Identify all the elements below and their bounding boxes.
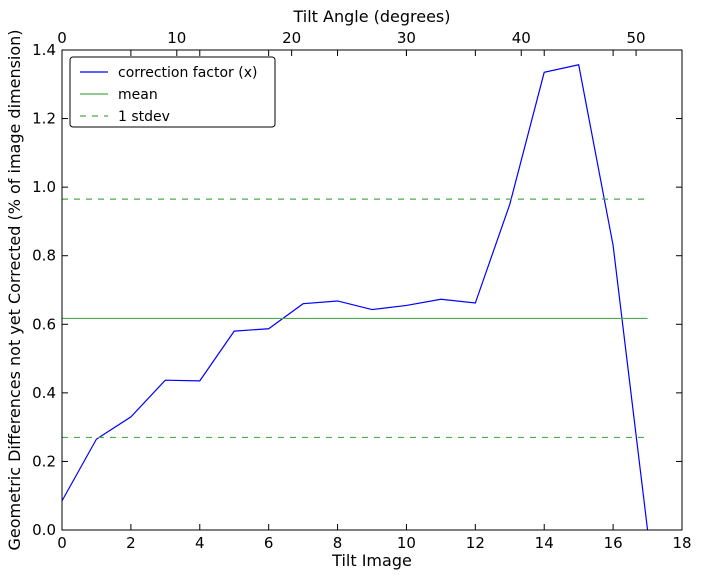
top-x-tick-label: 40: [512, 29, 531, 47]
y-tick-label: 0.4: [32, 384, 56, 402]
x-axis-label: Tilt Image: [331, 551, 412, 570]
x-tick-label: 10: [397, 534, 416, 552]
top-x-tick-label: 20: [282, 29, 301, 47]
legend-label-1: mean: [118, 87, 158, 103]
series-line-0: [61, 64, 649, 531]
plot-frame: [61, 49, 683, 531]
x-tick-label: 2: [126, 534, 136, 552]
top-x-tick-label: 50: [627, 29, 646, 47]
x-tick-label: 16: [604, 534, 623, 552]
legend-box: [69, 56, 276, 128]
x-tick-label: 12: [466, 534, 485, 552]
x-tick-label: 14: [535, 534, 554, 552]
y-tick-label: 1.2: [32, 110, 56, 128]
top-x-tick-label: 0: [57, 29, 67, 47]
legend-label-2: 1 stdev: [118, 109, 170, 125]
legend: correction factor (x) mean 1 stdev: [69, 56, 276, 128]
y-axis-label: Geometric Differences not yet Corrected …: [5, 29, 24, 550]
x-tick-label: 4: [195, 534, 205, 552]
y-tick-label: 0.0: [32, 521, 56, 539]
y-tick-label: 0.8: [32, 247, 56, 265]
top-x-tick-label: 30: [397, 29, 416, 47]
x-tick-label: 8: [333, 534, 343, 552]
y-tick-label: 0.6: [32, 315, 56, 333]
x-tick-label: 0: [57, 534, 67, 552]
ticks: 0 2 4 6 8 10 12 14 16 180.00.20.40.60.81.01.21.40…: [32, 29, 691, 552]
plot-lines: [61, 64, 649, 531]
legend-label-0: correction factor (x): [118, 65, 257, 81]
top-x-tick-label: 10: [167, 29, 186, 47]
y-tick-label: 0.2: [32, 452, 56, 470]
x-tick-label: 6: [264, 534, 274, 552]
y-tick-label: 1.4: [32, 41, 56, 59]
x-tick-label: 18: [672, 534, 691, 552]
top-x-axis-label: Tilt Angle (degrees): [292, 7, 450, 26]
y-tick-label: 1.0: [32, 178, 56, 196]
